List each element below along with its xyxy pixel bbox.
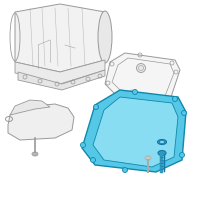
Ellipse shape bbox=[32, 152, 38, 156]
Circle shape bbox=[182, 110, 186, 116]
Ellipse shape bbox=[98, 11, 112, 63]
Ellipse shape bbox=[158, 150, 166, 156]
Circle shape bbox=[94, 104, 98, 110]
Circle shape bbox=[146, 156, 150, 160]
Circle shape bbox=[172, 97, 178, 102]
Polygon shape bbox=[105, 53, 180, 100]
Polygon shape bbox=[15, 4, 105, 72]
Circle shape bbox=[180, 152, 184, 158]
Polygon shape bbox=[82, 90, 186, 172]
Ellipse shape bbox=[145, 156, 151, 160]
Circle shape bbox=[136, 64, 146, 72]
Polygon shape bbox=[112, 58, 174, 96]
Circle shape bbox=[80, 142, 86, 148]
Circle shape bbox=[122, 168, 128, 172]
Ellipse shape bbox=[158, 140, 166, 144]
Polygon shape bbox=[15, 60, 105, 84]
Polygon shape bbox=[93, 97, 178, 167]
Polygon shape bbox=[18, 70, 105, 90]
Ellipse shape bbox=[160, 140, 164, 144]
Polygon shape bbox=[10, 100, 50, 115]
Circle shape bbox=[34, 152, 36, 156]
Polygon shape bbox=[8, 104, 74, 140]
Circle shape bbox=[132, 90, 138, 95]
Circle shape bbox=[90, 158, 96, 162]
